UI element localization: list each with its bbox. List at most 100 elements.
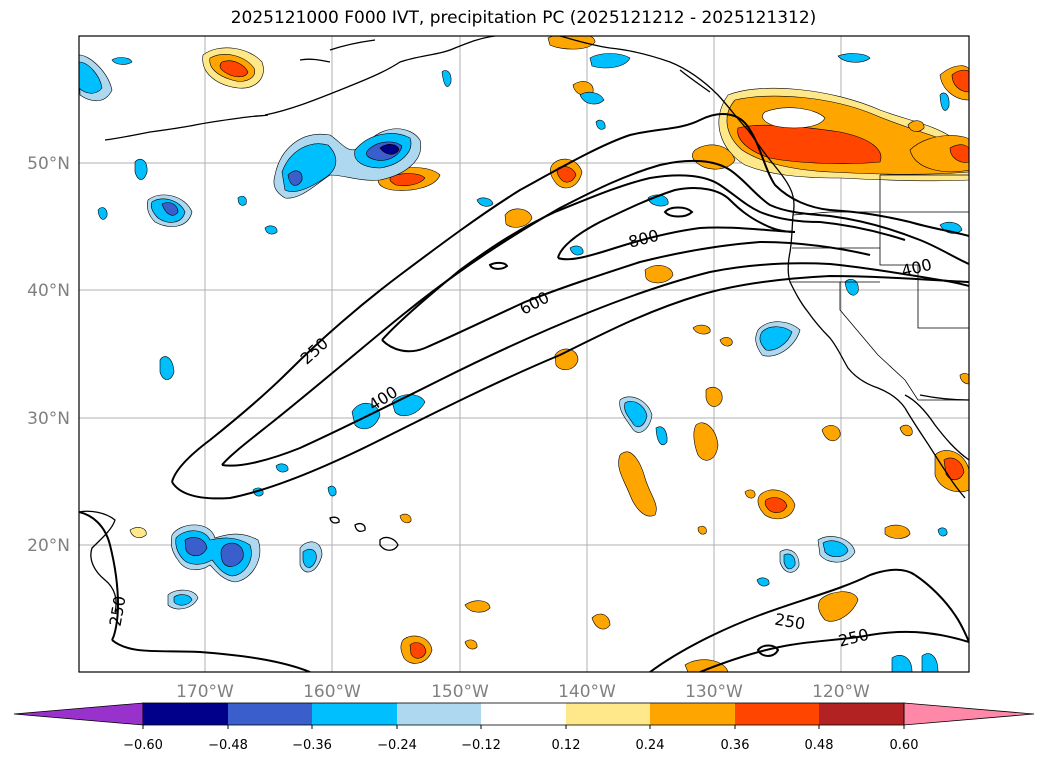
coast-wa-or [787, 214, 794, 283]
precip-pos-center-8 [693, 422, 719, 461]
precip-pos-wa-coast [691, 144, 736, 170]
precip-pos-baja-north [899, 424, 913, 437]
precip-neg-c-7-core [783, 553, 796, 570]
colorbar-bin [650, 703, 735, 725]
colorbar-bin [228, 703, 312, 725]
precip-neg-hi-1-core-b [220, 542, 244, 567]
precip-pos-se-8 [684, 659, 729, 672]
precip-neg-w-3 [97, 207, 108, 220]
colorbar-bin [735, 703, 819, 725]
ivt-contour-400 [221, 159, 969, 466]
precip-neg-c-18 [275, 463, 289, 473]
colorbar-bin [397, 703, 481, 725]
ivt-contour-800 [557, 187, 796, 259]
precip-pos-alaska-nw-max [219, 60, 249, 78]
precip-pos-center-5 [692, 324, 711, 335]
lon-label-140w: 140°W [558, 682, 616, 702]
precip-pos-center-1-core [556, 166, 577, 183]
precip-neg-top-3 [441, 70, 452, 87]
precip-pos-center-11 [744, 489, 756, 499]
coast-hawaii-1 [379, 536, 399, 551]
border-ca-nv [839, 282, 906, 381]
coast-alaska-south [559, 36, 749, 131]
ivt-contour-600 [381, 174, 906, 341]
precip-neg-gulf-right-max [379, 144, 400, 155]
ivt-contour-sw-250 [79, 511, 120, 641]
coast-hawaii-3 [329, 516, 340, 524]
precip-pos-w-2 [399, 513, 412, 524]
precip-neg-top-6 [939, 92, 950, 111]
coast-alaska-peninsula [264, 36, 496, 116]
ivt-contour-250-lower [171, 274, 969, 500]
ivt-contour-se-250-b [699, 630, 969, 672]
precip-neg-c-11 [844, 279, 859, 296]
ivt-contour-se-250-a [649, 568, 916, 672]
ivt-contour-600-lower [381, 240, 871, 353]
precip-pos-ne-1 [907, 120, 925, 132]
colorbar-tick-label: −0.48 [208, 738, 248, 753]
colorbar: −0.60 −0.48 −0.36 −0.24 −0.12 0.12 0.24 … [13, 702, 1035, 753]
precip-neg-c-20 [595, 119, 606, 130]
coast-aleutians [104, 114, 269, 141]
border-az [904, 379, 969, 401]
precip-pos-top-mid [572, 81, 594, 96]
colorbar-tick-label: −0.24 [377, 738, 417, 753]
coast-ca [789, 281, 906, 409]
colorbar-bin [481, 703, 566, 725]
ivt-contour-sw-250-b [111, 639, 311, 672]
lon-label-130w: 130°W [685, 682, 743, 702]
precip-pos-se-4 [591, 613, 611, 630]
precip-neg-w-2 [134, 159, 148, 180]
colorbar-ticks [142, 725, 905, 729]
precip-pos-ne-2 [959, 373, 969, 385]
precip-pos-center-10-core [764, 497, 788, 513]
precip-neg-c-3-core [759, 326, 793, 351]
lon-label-160w: 160°W [303, 682, 361, 702]
precip-pos-center-12 [697, 525, 707, 535]
colorbar-tick-labels: −0.60 −0.48 −0.36 −0.24 −0.12 0.12 0.24 … [123, 738, 918, 753]
colorbar-extend-right [903, 702, 1035, 726]
precip-pos-center-3 [644, 265, 674, 284]
colorbar-tick-label: 0.36 [721, 738, 750, 753]
precip-pos-center-9 [618, 451, 657, 517]
coast-alaska-islands-2 [329, 39, 376, 51]
coast-alaska-islands-3 [679, 69, 711, 93]
precip-neg-top-1 [589, 53, 631, 69]
precip-neg-c-17 [569, 245, 584, 256]
coast-baja [904, 407, 966, 499]
precip-neg-w-1-core [161, 202, 179, 216]
ivt-contour-small-2 [756, 644, 780, 657]
precip-pos-pnw-hole [762, 107, 826, 129]
ivt-contour-800-cell [663, 206, 694, 218]
precip-pos-left-top [547, 36, 596, 50]
colorbar-tick-label: −0.60 [123, 738, 163, 753]
coastlines [79, 36, 969, 613]
lat-label-40n: 40°N [27, 281, 70, 301]
colorbar-bin [566, 703, 650, 725]
precip-neg-c-6-core [822, 540, 849, 558]
colorbar-tick-label: −0.12 [461, 738, 501, 753]
coast-alaska-islands-1 [299, 58, 331, 63]
colorbar-tick-label: 0.24 [636, 738, 665, 753]
coast-hawaii-2 [354, 523, 366, 532]
precip-pos-nw-right-core [951, 69, 969, 93]
map-title: 2025121000 F000 IVT, precipitation PC (2… [230, 8, 817, 28]
precip-pos-center-6 [719, 337, 733, 347]
colorbar-bin [143, 703, 228, 725]
precip-neg-gulf-mid-core [287, 170, 303, 186]
longitude-labels: 170°W 160°W 150°W 140°W 130°W 120°W [176, 682, 870, 702]
precip-neg-c-13 [937, 527, 948, 537]
precip-neg-c-9 [891, 655, 913, 672]
coast-mexico [904, 394, 969, 461]
border-nv-ut [917, 265, 969, 329]
precip-neg-c-4-core [624, 401, 648, 428]
lon-label-170w: 170°W [176, 682, 234, 702]
precip-pos-bc-east [909, 135, 969, 173]
colorbar-tick-label: 0.60 [890, 738, 919, 753]
latitude-labels: 50°N 40°N 30°N 20°N [27, 154, 70, 556]
precip-neg-hi-2-core [302, 548, 317, 568]
colorbar-tick-label: −0.36 [292, 738, 332, 753]
precip-neg-top-5 [837, 53, 871, 63]
ivt-contour-se-250-c [914, 574, 969, 643]
